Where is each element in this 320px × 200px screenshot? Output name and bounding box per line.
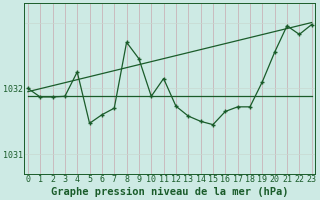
X-axis label: Graphe pression niveau de la mer (hPa): Graphe pression niveau de la mer (hPa): [51, 187, 289, 197]
